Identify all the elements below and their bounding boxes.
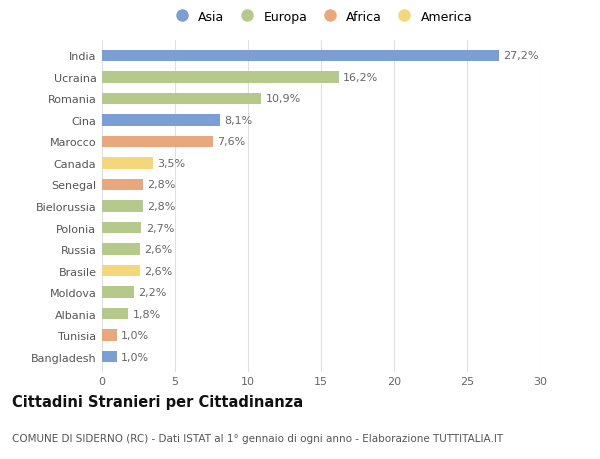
Bar xyxy=(102,158,153,169)
Text: 1,0%: 1,0% xyxy=(121,352,149,362)
Text: 10,9%: 10,9% xyxy=(266,94,301,104)
Text: 2,7%: 2,7% xyxy=(146,223,174,233)
Legend: Asia, Europa, Africa, America: Asia, Europa, Africa, America xyxy=(164,6,478,28)
Text: 1,0%: 1,0% xyxy=(121,330,149,340)
Bar xyxy=(102,136,213,148)
Text: 2,8%: 2,8% xyxy=(147,202,176,212)
Text: Cittadini Stranieri per Cittadinanza: Cittadini Stranieri per Cittadinanza xyxy=(12,394,303,409)
Bar xyxy=(102,330,116,341)
Bar xyxy=(102,351,116,363)
Bar xyxy=(102,201,143,213)
Text: 3,5%: 3,5% xyxy=(157,159,185,168)
Bar xyxy=(102,179,143,191)
Bar xyxy=(102,72,338,84)
Text: 2,2%: 2,2% xyxy=(139,287,167,297)
Bar xyxy=(102,308,128,320)
Bar xyxy=(102,222,142,234)
Bar xyxy=(102,115,220,127)
Text: 8,1%: 8,1% xyxy=(224,116,253,126)
Bar xyxy=(102,265,140,277)
Bar xyxy=(102,286,134,298)
Text: 27,2%: 27,2% xyxy=(503,51,539,62)
Bar xyxy=(102,50,499,62)
Bar xyxy=(102,93,261,105)
Text: 7,6%: 7,6% xyxy=(217,137,245,147)
Bar xyxy=(102,244,140,255)
Text: 1,8%: 1,8% xyxy=(133,309,161,319)
Text: 2,8%: 2,8% xyxy=(147,180,176,190)
Text: 16,2%: 16,2% xyxy=(343,73,378,83)
Text: COMUNE DI SIDERNO (RC) - Dati ISTAT al 1° gennaio di ogni anno - Elaborazione TU: COMUNE DI SIDERNO (RC) - Dati ISTAT al 1… xyxy=(12,433,503,442)
Text: 2,6%: 2,6% xyxy=(145,245,173,254)
Text: 2,6%: 2,6% xyxy=(145,266,173,276)
